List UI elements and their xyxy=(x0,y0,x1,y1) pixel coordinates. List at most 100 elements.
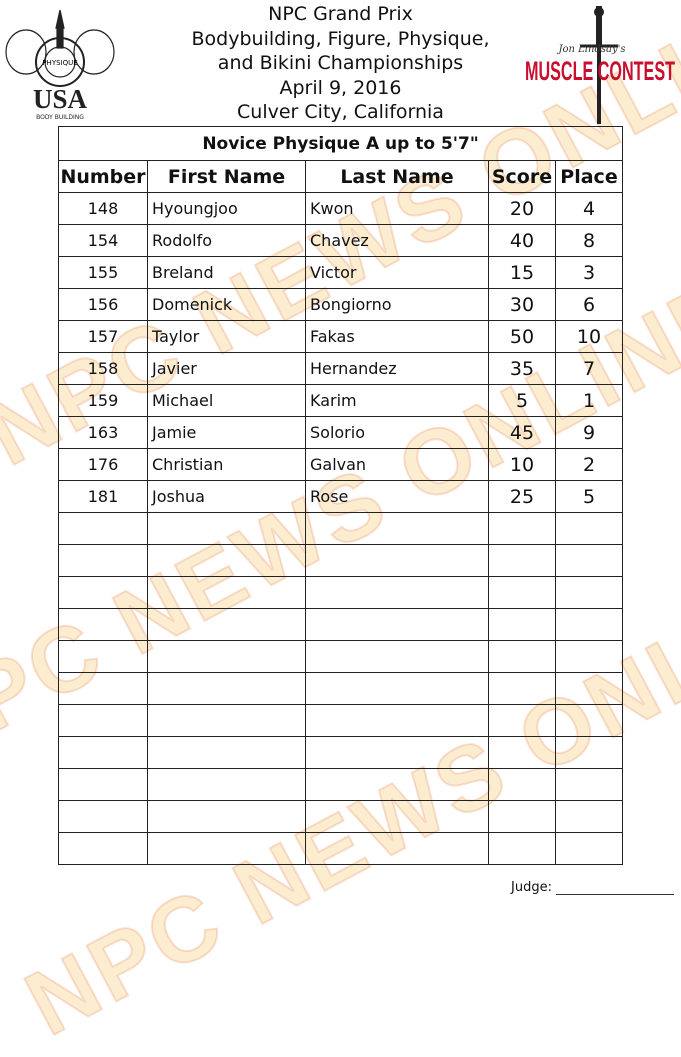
empty-cell xyxy=(147,544,306,577)
empty-cell xyxy=(147,704,306,737)
svg-text:MUSCLE CONTEST: MUSCLE CONTEST xyxy=(525,56,675,86)
col-last-name: Last Name xyxy=(305,160,489,193)
class-title: Novice Physique A up to 5'7" xyxy=(57,126,624,161)
cell-score: 20 xyxy=(488,192,556,225)
cell-score: 5 xyxy=(488,384,556,417)
event-date: April 9, 2016 xyxy=(279,76,402,99)
event-divisions: Bodybuilding, Figure, Physique, xyxy=(191,27,490,50)
event-location: Culver City, California xyxy=(237,101,444,123)
empty-cell xyxy=(147,576,306,609)
empty-cell xyxy=(488,736,556,769)
empty-cell xyxy=(554,640,624,673)
empty-cell xyxy=(58,704,148,737)
empty-cell xyxy=(58,800,148,833)
svg-text:Jon Lindsay's: Jon Lindsay's xyxy=(557,44,626,55)
cell-first: Rodolfo xyxy=(147,224,306,257)
cell-place: 6 xyxy=(554,288,624,321)
cell-number: 148 xyxy=(58,192,148,225)
cell-place: 2 xyxy=(554,448,624,481)
cell-number: 155 xyxy=(58,256,148,289)
table-row: 157 Taylor Fakas 50 10 xyxy=(58,320,624,353)
cell-first: Taylor xyxy=(147,320,306,353)
cell-last: Hernandez xyxy=(305,352,489,385)
empty-cell xyxy=(305,768,489,801)
cell-number: 159 xyxy=(58,384,148,417)
empty-cell xyxy=(488,768,556,801)
cell-first: Jamie xyxy=(147,416,306,449)
empty-cell xyxy=(554,672,624,705)
empty-cell xyxy=(305,576,489,609)
cell-place: 7 xyxy=(554,352,624,385)
empty-cell xyxy=(305,704,489,737)
empty-cell xyxy=(488,832,556,865)
cell-last: Rose xyxy=(305,480,489,513)
cell-number: 176 xyxy=(58,448,148,481)
cell-number: 181 xyxy=(58,480,148,513)
cell-last: Karim xyxy=(305,384,489,417)
empty-row xyxy=(58,544,624,577)
event-header: NPC Grand Prix Bodybuilding, Figure, Phy… xyxy=(0,0,681,125)
empty-cell xyxy=(147,832,306,865)
empty-row xyxy=(58,768,624,801)
table-row: 159 Michael Karim 5 1 xyxy=(58,384,624,417)
cell-score: 25 xyxy=(488,480,556,513)
empty-cell xyxy=(488,544,556,577)
empty-cell xyxy=(58,832,148,865)
empty-cell xyxy=(488,608,556,641)
empty-cell xyxy=(305,832,489,865)
cell-score: 35 xyxy=(488,352,556,385)
usa-text: USA xyxy=(33,84,88,114)
svg-text:BODY BUILDING: BODY BUILDING xyxy=(36,114,84,121)
empty-cell xyxy=(147,512,306,545)
cell-last: Kwon xyxy=(305,192,489,225)
empty-row xyxy=(58,672,624,705)
table-row: 156 Domenick Bongiorno 30 6 xyxy=(58,288,624,321)
empty-cell xyxy=(488,640,556,673)
empty-cell xyxy=(554,704,624,737)
judge-signature: Judge: xyxy=(511,880,674,895)
cell-number: 158 xyxy=(58,352,148,385)
table-row: 148 Hyoungjoo Kwon 20 4 xyxy=(58,192,624,225)
muscle-contest-logo: Jon Lindsay's MUSCLE CONTEST xyxy=(525,6,675,124)
empty-row xyxy=(58,800,624,833)
empty-cell xyxy=(147,736,306,769)
empty-cell xyxy=(554,736,624,769)
empty-cell xyxy=(147,768,306,801)
empty-cell xyxy=(488,512,556,545)
col-place: Place xyxy=(554,160,624,193)
cell-first: Javier xyxy=(147,352,306,385)
cell-first: Michael xyxy=(147,384,306,417)
empty-cell xyxy=(147,608,306,641)
empty-row xyxy=(58,512,624,545)
cell-last: Victor xyxy=(305,256,489,289)
table-row: 163 Jamie Solorio 45 9 xyxy=(58,416,624,449)
event-divisions-cont: and Bikini Championships xyxy=(217,52,464,74)
cell-first: Breland xyxy=(147,256,306,289)
empty-cell xyxy=(488,704,556,737)
empty-cell xyxy=(58,640,148,673)
table-row: 176 Christian Galvan 10 2 xyxy=(58,448,624,481)
cell-last: Fakas xyxy=(305,320,489,353)
empty-row xyxy=(58,704,624,737)
empty-cell xyxy=(554,832,624,865)
empty-cell xyxy=(147,800,306,833)
empty-cell xyxy=(58,544,148,577)
cell-last: Solorio xyxy=(305,416,489,449)
cell-last: Bongiorno xyxy=(305,288,489,321)
cell-number: 156 xyxy=(58,288,148,321)
empty-cell xyxy=(305,800,489,833)
cell-number: 157 xyxy=(58,320,148,353)
table-row: 158 Javier Hernandez 35 7 xyxy=(58,352,624,385)
empty-cell xyxy=(147,672,306,705)
empty-cell xyxy=(554,608,624,641)
empty-cell xyxy=(554,512,624,545)
cell-number: 163 xyxy=(58,416,148,449)
cell-place: 5 xyxy=(554,480,624,513)
svg-text:PHYSIQUE: PHYSIQUE xyxy=(42,59,77,67)
empty-cell xyxy=(305,608,489,641)
empty-row xyxy=(58,608,624,641)
empty-cell xyxy=(554,768,624,801)
empty-cell xyxy=(305,640,489,673)
cell-place: 1 xyxy=(554,384,624,417)
cell-first: Domenick xyxy=(147,288,306,321)
